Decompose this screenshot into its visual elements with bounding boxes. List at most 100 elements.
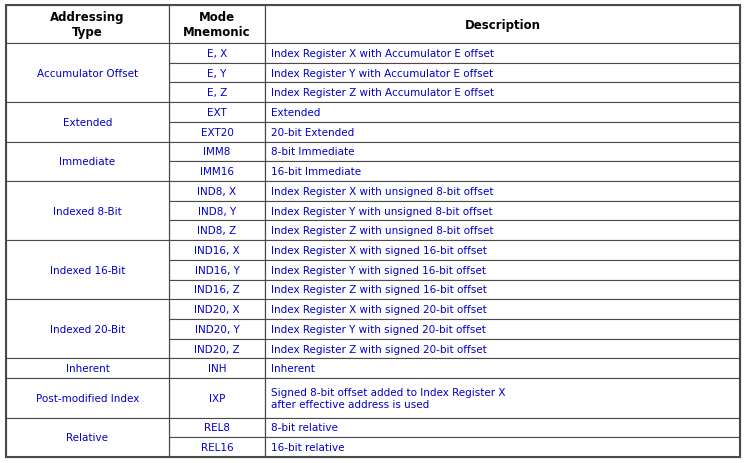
Text: Index Register Y with signed 20-bit offset: Index Register Y with signed 20-bit offs… xyxy=(271,324,486,334)
Text: EXT20: EXT20 xyxy=(201,127,233,138)
Text: Index Register X with signed 20-bit offset: Index Register X with signed 20-bit offs… xyxy=(271,305,487,314)
Text: Description: Description xyxy=(465,19,541,31)
Bar xyxy=(6,418,169,457)
Text: Index Register Z with Accumulator E offset: Index Register Z with Accumulator E offs… xyxy=(271,88,494,98)
Text: IXP: IXP xyxy=(209,393,225,403)
Text: 16-bit relative: 16-bit relative xyxy=(271,442,345,452)
Text: Inherent: Inherent xyxy=(66,363,110,374)
Text: Index Register Y with signed 16-bit offset: Index Register Y with signed 16-bit offs… xyxy=(271,265,486,275)
Bar xyxy=(169,181,265,201)
Text: 16-bit Immediate: 16-bit Immediate xyxy=(271,167,361,177)
Text: Index Register Z with signed 16-bit offset: Index Register Z with signed 16-bit offs… xyxy=(271,285,487,295)
Bar xyxy=(265,6,740,44)
Bar xyxy=(265,103,740,123)
Text: REL16: REL16 xyxy=(201,442,233,452)
Bar xyxy=(169,319,265,339)
Bar xyxy=(6,300,169,359)
Text: IND8, X: IND8, X xyxy=(198,187,236,196)
Bar xyxy=(169,6,265,44)
Text: IND20, Y: IND20, Y xyxy=(195,324,239,334)
Bar xyxy=(169,83,265,103)
Bar xyxy=(265,359,740,378)
Text: Index Register X with signed 16-bit offset: Index Register X with signed 16-bit offs… xyxy=(271,245,487,256)
Bar xyxy=(265,201,740,221)
Text: IND16, Z: IND16, Z xyxy=(194,285,240,295)
Bar xyxy=(265,438,740,457)
Text: Indexed 20-Bit: Indexed 20-Bit xyxy=(50,324,125,334)
Text: IND8, Y: IND8, Y xyxy=(198,206,236,216)
Text: E, X: E, X xyxy=(207,49,227,59)
Bar xyxy=(169,162,265,181)
Text: Index Register Z with unsigned 8-bit offset: Index Register Z with unsigned 8-bit off… xyxy=(271,226,494,236)
Bar xyxy=(265,142,740,162)
Bar xyxy=(169,300,265,319)
Bar xyxy=(169,103,265,123)
Bar xyxy=(169,378,265,418)
Bar xyxy=(6,6,169,44)
Text: 20-bit Extended: 20-bit Extended xyxy=(271,127,354,138)
Text: IND20, X: IND20, X xyxy=(194,305,239,314)
Text: INH: INH xyxy=(208,363,226,374)
Bar xyxy=(169,339,265,359)
Text: Index Register Y with Accumulator E offset: Index Register Y with Accumulator E offs… xyxy=(271,69,493,78)
Text: Indexed 16-Bit: Indexed 16-Bit xyxy=(50,265,125,275)
Text: E, Y: E, Y xyxy=(207,69,227,78)
Text: IMM16: IMM16 xyxy=(200,167,234,177)
Text: IMM8: IMM8 xyxy=(204,147,231,157)
Text: Mode
Mnemonic: Mode Mnemonic xyxy=(184,11,251,39)
Bar xyxy=(265,339,740,359)
Bar xyxy=(265,221,740,241)
Text: 8-bit Immediate: 8-bit Immediate xyxy=(271,147,354,157)
Bar xyxy=(265,83,740,103)
Text: Index Register X with Accumulator E offset: Index Register X with Accumulator E offs… xyxy=(271,49,494,59)
Text: Extended: Extended xyxy=(63,118,112,128)
Bar xyxy=(265,260,740,280)
Bar xyxy=(6,241,169,300)
Text: IND8, Z: IND8, Z xyxy=(198,226,236,236)
Text: IND16, X: IND16, X xyxy=(194,245,240,256)
Bar xyxy=(169,201,265,221)
Bar xyxy=(169,123,265,142)
Bar xyxy=(169,359,265,378)
Text: Accumulator Offset: Accumulator Offset xyxy=(37,69,138,78)
Text: Relative: Relative xyxy=(66,432,108,442)
Bar xyxy=(6,359,169,378)
Text: Inherent: Inherent xyxy=(271,363,315,374)
Bar xyxy=(169,280,265,300)
Bar xyxy=(265,300,740,319)
Text: Immediate: Immediate xyxy=(60,157,116,167)
Bar xyxy=(265,44,740,63)
Bar xyxy=(265,378,740,418)
Text: Extended: Extended xyxy=(271,108,321,118)
Bar xyxy=(265,123,740,142)
Bar xyxy=(169,438,265,457)
Bar xyxy=(265,162,740,181)
Text: Addressing
Type: Addressing Type xyxy=(50,11,125,39)
Text: IND20, Z: IND20, Z xyxy=(194,344,239,354)
Text: Indexed 8-Bit: Indexed 8-Bit xyxy=(53,206,122,216)
Text: Index Register X with unsigned 8-bit offset: Index Register X with unsigned 8-bit off… xyxy=(271,187,494,196)
Text: Post-modified Index: Post-modified Index xyxy=(36,393,140,403)
Bar xyxy=(6,378,169,418)
Bar xyxy=(169,221,265,241)
Text: Index Register Y with unsigned 8-bit offset: Index Register Y with unsigned 8-bit off… xyxy=(271,206,492,216)
Bar xyxy=(6,44,169,103)
Bar xyxy=(169,260,265,280)
Bar xyxy=(169,44,265,63)
Bar xyxy=(169,241,265,260)
Text: Signed 8-bit offset added to Index Register X
after effective address is used: Signed 8-bit offset added to Index Regis… xyxy=(271,387,506,409)
Bar xyxy=(265,241,740,260)
Text: REL8: REL8 xyxy=(204,423,230,432)
Text: 8-bit relative: 8-bit relative xyxy=(271,423,338,432)
Bar xyxy=(265,418,740,438)
Bar xyxy=(265,280,740,300)
Bar xyxy=(265,319,740,339)
Bar xyxy=(6,103,169,142)
Text: Index Register Z with signed 20-bit offset: Index Register Z with signed 20-bit offs… xyxy=(271,344,487,354)
Bar xyxy=(169,63,265,83)
Text: EXT: EXT xyxy=(207,108,227,118)
Text: E, Z: E, Z xyxy=(207,88,227,98)
Bar xyxy=(169,142,265,162)
Bar xyxy=(265,63,740,83)
Bar xyxy=(6,181,169,241)
